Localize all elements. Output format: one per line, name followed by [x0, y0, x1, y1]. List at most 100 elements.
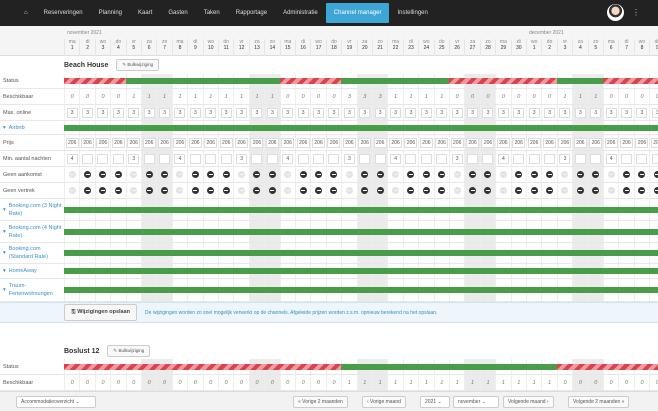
max-online-input[interactable]: 3: [636, 107, 648, 118]
day-cell[interactable]: [402, 183, 418, 198]
day-cell[interactable]: 3: [372, 89, 388, 104]
max-online-input[interactable]: 3: [328, 107, 340, 118]
channel-toggle[interactable]: ▾ Booking.com (4 Night Rate): [3, 221, 63, 242]
price-input[interactable]: 206: [404, 137, 418, 148]
day-cell[interactable]: [325, 151, 341, 166]
day-cell[interactable]: [587, 151, 603, 166]
blocked-toggle-icon[interactable]: [515, 187, 523, 194]
day-cell[interactable]: 0: [295, 89, 310, 104]
allowed-toggle-icon[interactable]: [68, 187, 76, 194]
view-select[interactable]: Accommodatieoverzicht ⌄: [16, 396, 96, 408]
day-cell[interactable]: 206: [587, 135, 603, 150]
day-cell[interactable]: [233, 167, 248, 182]
min-nights-input[interactable]: [636, 153, 648, 164]
day-cell[interactable]: [526, 167, 541, 182]
day-cell[interactable]: 206: [279, 135, 295, 150]
day-cell[interactable]: 3: [356, 105, 372, 120]
year-select[interactable]: 2021 ⌄: [420, 396, 450, 408]
day-cell[interactable]: 1: [433, 89, 449, 104]
day-cell[interactable]: [141, 167, 157, 182]
price-input[interactable]: 206: [65, 137, 79, 148]
day-cell[interactable]: 0: [633, 89, 649, 104]
day-cell[interactable]: [341, 183, 356, 198]
day-cell[interactable]: [356, 183, 372, 198]
price-input[interactable]: 206: [481, 137, 495, 148]
price-input[interactable]: 206: [235, 137, 249, 148]
day-cell[interactable]: [218, 183, 233, 198]
max-online-input[interactable]: 3: [174, 107, 186, 118]
price-input[interactable]: 206: [127, 137, 141, 148]
day-cell[interactable]: [649, 167, 658, 182]
day-cell[interactable]: 206: [541, 135, 557, 150]
blocked-toggle-icon[interactable]: [161, 187, 169, 194]
max-online-input[interactable]: 3: [143, 107, 155, 118]
min-nights-input[interactable]: [405, 153, 417, 164]
day-cell[interactable]: 3: [341, 105, 356, 120]
day-cell[interactable]: 0: [464, 89, 480, 104]
nav-item[interactable]: Kaart: [138, 10, 153, 16]
blocked-toggle-icon[interactable]: [638, 171, 646, 178]
day-cell[interactable]: 3: [372, 105, 388, 120]
day-cell[interactable]: [295, 167, 310, 182]
day-cell[interactable]: 3: [633, 105, 649, 120]
day-cell[interactable]: 1: [556, 89, 572, 104]
day-cell[interactable]: [387, 167, 402, 182]
day-cell[interactable]: [587, 167, 603, 182]
day-cell[interactable]: 0: [94, 89, 110, 104]
allowed-toggle-icon[interactable]: [561, 171, 569, 178]
max-online-input[interactable]: 3: [574, 107, 586, 118]
max-online-input[interactable]: 3: [651, 107, 658, 118]
price-input[interactable]: 206: [111, 137, 125, 148]
day-cell[interactable]: 0: [310, 89, 325, 104]
price-input[interactable]: 206: [312, 137, 326, 148]
allowed-toggle-icon[interactable]: [453, 171, 461, 178]
day-cell[interactable]: [433, 167, 449, 182]
day-cell[interactable]: [125, 183, 141, 198]
day-cell[interactable]: 0: [202, 375, 218, 390]
day-cell[interactable]: 206: [187, 135, 202, 150]
max-online-input[interactable]: 3: [266, 107, 278, 118]
day-cell[interactable]: [79, 151, 94, 166]
day-cell[interactable]: 1: [171, 89, 187, 104]
allowed-toggle-icon[interactable]: [607, 187, 615, 194]
day-cell[interactable]: 0: [618, 89, 633, 104]
price-input[interactable]: 206: [558, 137, 572, 148]
day-cell[interactable]: [187, 167, 202, 182]
max-online-input[interactable]: 3: [590, 107, 602, 118]
blocked-toggle-icon[interactable]: [623, 187, 631, 194]
blocked-toggle-icon[interactable]: [376, 171, 384, 178]
price-input[interactable]: 206: [188, 137, 202, 148]
nav-item[interactable]: Channel manager: [325, 3, 390, 23]
price-input[interactable]: 206: [450, 137, 464, 148]
day-cell[interactable]: 3: [218, 105, 233, 120]
min-nights-input[interactable]: [297, 153, 309, 164]
day-cell[interactable]: [541, 167, 556, 182]
blocked-toggle-icon[interactable]: [315, 187, 323, 194]
day-cell[interactable]: 3: [495, 105, 510, 120]
day-cell[interactable]: 1: [479, 375, 496, 390]
day-cell[interactable]: [479, 151, 496, 166]
day-cell[interactable]: 206: [418, 135, 433, 150]
max-online-input[interactable]: 3: [313, 107, 325, 118]
prev-month-button[interactable]: ‹ Vorige maand: [362, 396, 406, 408]
day-cell[interactable]: 0: [541, 89, 556, 104]
blocked-toggle-icon[interactable]: [222, 187, 230, 194]
day-cell[interactable]: 0: [156, 375, 172, 390]
day-cell[interactable]: [141, 151, 157, 166]
allowed-toggle-icon[interactable]: [499, 187, 507, 194]
day-cell[interactable]: [156, 151, 172, 166]
min-nights-input[interactable]: [313, 153, 325, 164]
day-cell[interactable]: [572, 183, 588, 198]
day-cell[interactable]: 1: [341, 375, 356, 390]
blocked-toggle-icon[interactable]: [576, 171, 584, 178]
price-input[interactable]: 206: [635, 137, 649, 148]
allowed-toggle-icon[interactable]: [499, 171, 507, 178]
allowed-toggle-icon[interactable]: [392, 171, 400, 178]
max-online-input[interactable]: 3: [205, 107, 217, 118]
blocked-toggle-icon[interactable]: [469, 187, 477, 194]
day-cell[interactable]: 1: [433, 375, 449, 390]
blocked-toggle-icon[interactable]: [253, 187, 261, 194]
price-input[interactable]: 206: [296, 137, 310, 148]
day-cell[interactable]: 206: [464, 135, 480, 150]
min-nights-input[interactable]: [205, 153, 217, 164]
